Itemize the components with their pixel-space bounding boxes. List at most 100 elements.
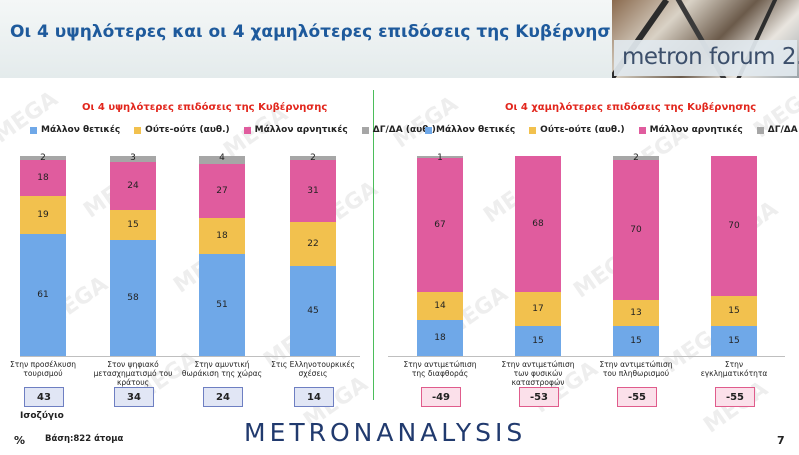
data-label: 15 bbox=[630, 336, 642, 346]
legend-swatch bbox=[134, 126, 142, 134]
bar-segment: 18 bbox=[199, 218, 245, 254]
bar-segment: 18 bbox=[20, 160, 66, 196]
right-legend: Μάλλον θετικές Ούτε-ούτε (αυθ.) Μάλλον α… bbox=[425, 125, 799, 135]
stacked-bar: 58 15 24 3 bbox=[110, 153, 156, 356]
bar-segment: 2 bbox=[290, 153, 336, 163]
stacked-bar: 15 15 70 bbox=[711, 156, 757, 356]
legend-item-negative: Μάλλον αρνητικές bbox=[243, 125, 348, 135]
stacked-bar: 51 18 27 4 bbox=[199, 153, 245, 356]
watermark-text: MEGA bbox=[0, 86, 63, 149]
bar-segment: 15 bbox=[711, 296, 757, 326]
data-label: 2 bbox=[40, 153, 46, 163]
bar-segment: 27 bbox=[199, 164, 245, 218]
stacked-bar: 15 17 68 bbox=[515, 156, 561, 356]
legend-swatch bbox=[243, 126, 251, 134]
data-label: 24 bbox=[127, 181, 139, 191]
bar-segment: 24 bbox=[110, 162, 156, 210]
legend-item-negative: Μάλλον αρνητικές bbox=[638, 125, 743, 135]
bar-segment: 51 bbox=[199, 254, 245, 356]
x-axis-line bbox=[20, 356, 360, 357]
bar-segment: 13 bbox=[613, 300, 659, 326]
bar-segment: 67 bbox=[417, 158, 463, 292]
data-label: 1 bbox=[437, 153, 443, 163]
data-label: 18 bbox=[216, 231, 228, 241]
balance-box: 14 bbox=[294, 387, 334, 407]
left-chart-title: Οι 4 υψηλότερες επιδόσεις της Κυβέρνησης bbox=[82, 102, 328, 113]
data-label: 13 bbox=[630, 308, 642, 318]
data-label: 51 bbox=[216, 300, 228, 310]
balance-box: -55 bbox=[715, 387, 755, 407]
stacked-bar: 45 22 31 2 bbox=[290, 153, 336, 356]
data-label: 70 bbox=[630, 225, 642, 235]
legend-item-dk: ΔΓ/ΔΑ (αυθ.) bbox=[361, 125, 436, 135]
panel-divider bbox=[373, 90, 374, 400]
bar-segment: 15 bbox=[613, 326, 659, 356]
balance-box: 34 bbox=[114, 387, 154, 407]
bar-segment: 58 bbox=[110, 240, 156, 356]
data-label: 18 bbox=[434, 333, 446, 343]
watermark-text: MEGA bbox=[389, 91, 463, 154]
left-legend: Μάλλον θετικές Ούτε-ούτε (αυθ.) Μάλλον α… bbox=[30, 125, 436, 135]
watermark-text: MEGA bbox=[699, 376, 773, 439]
data-label: 27 bbox=[216, 186, 228, 196]
category-label: Στην αμυντική θωράκιση της χώρας bbox=[181, 360, 263, 378]
data-label: 31 bbox=[307, 186, 319, 196]
category-label: Στην εγκληματικότητα bbox=[700, 360, 768, 378]
bar-segment: 22 bbox=[290, 222, 336, 266]
bar-segment: 70 bbox=[613, 160, 659, 300]
bar-segment: 2 bbox=[613, 153, 659, 163]
bar-segment: 3 bbox=[110, 153, 156, 163]
data-label: 67 bbox=[434, 220, 446, 230]
bar-segment: 61 bbox=[20, 234, 66, 356]
data-label: 58 bbox=[127, 293, 139, 303]
category-label: Στις Ελληνοτουρκικές σχέσεις bbox=[271, 360, 355, 378]
percent-sign: % bbox=[14, 434, 26, 447]
data-label: 2 bbox=[633, 153, 639, 163]
bar-segment: 15 bbox=[515, 326, 561, 356]
legend-swatch bbox=[425, 126, 432, 134]
metron-forum-logo: metron forum 2.0 bbox=[622, 44, 799, 70]
legend-item-positive: Μάλλον θετικές bbox=[30, 125, 120, 135]
page-title: Οι 4 υψηλότερες και οι 4 χαμηλότερες επι… bbox=[10, 22, 633, 42]
balance-box: -49 bbox=[421, 387, 461, 407]
balance-box: 24 bbox=[203, 387, 243, 407]
legend-item-dk: ΔΓ/ΔΑ (αυθ.) bbox=[756, 125, 799, 135]
legend-swatch bbox=[529, 126, 537, 134]
bar-segment: 17 bbox=[515, 292, 561, 326]
bar-segment: 19 bbox=[20, 196, 66, 234]
legend-item-neutral: Ούτε-ούτε (αυθ.) bbox=[134, 125, 230, 135]
category-label: Στον ψηφιακό μετασχηματισμό του κράτους bbox=[93, 360, 173, 387]
balance-box: 43 bbox=[24, 387, 64, 407]
data-label: 68 bbox=[532, 219, 544, 229]
bar-segment: 68 bbox=[515, 156, 561, 292]
data-label: 3 bbox=[130, 153, 136, 163]
data-label: 61 bbox=[37, 290, 49, 300]
x-axis-line bbox=[388, 356, 785, 357]
data-label: 4 bbox=[219, 153, 225, 163]
legend-swatch bbox=[361, 126, 369, 134]
legend-swatch bbox=[638, 126, 646, 134]
category-label: Στην αντιμετώπιση του πληθωρισμού bbox=[599, 360, 673, 378]
stacked-bar: 15 13 70 2 bbox=[613, 153, 659, 356]
bar-segment: 15 bbox=[110, 210, 156, 240]
legend-item-positive: Μάλλον θετικές bbox=[425, 125, 515, 135]
page-number: 7 bbox=[777, 434, 785, 447]
bar-segment: 2 bbox=[20, 153, 66, 163]
category-label: Στην αντιμετώπιση της διαφθοράς bbox=[403, 360, 477, 378]
bar-segment: 70 bbox=[711, 156, 757, 296]
data-label: 15 bbox=[127, 220, 139, 230]
bar-segment: 18 bbox=[417, 320, 463, 356]
bar-segment: 45 bbox=[290, 266, 336, 356]
data-label: 15 bbox=[728, 336, 740, 346]
sample-base: Βάση:822 άτομα bbox=[45, 434, 124, 444]
bar-segment: 4 bbox=[199, 153, 245, 164]
logo-backdrop bbox=[614, 40, 797, 76]
balance-label: Ισοζύγιο bbox=[20, 411, 64, 421]
data-label: 17 bbox=[532, 304, 544, 314]
data-label: 14 bbox=[434, 301, 446, 311]
data-label: 70 bbox=[728, 221, 740, 231]
data-label: 2 bbox=[310, 153, 316, 163]
stacked-bar: 61 19 18 2 bbox=[20, 153, 66, 356]
bar-segment: 1 bbox=[417, 154, 463, 163]
category-label: Στην προσέλκυση τουρισμού bbox=[10, 360, 76, 378]
